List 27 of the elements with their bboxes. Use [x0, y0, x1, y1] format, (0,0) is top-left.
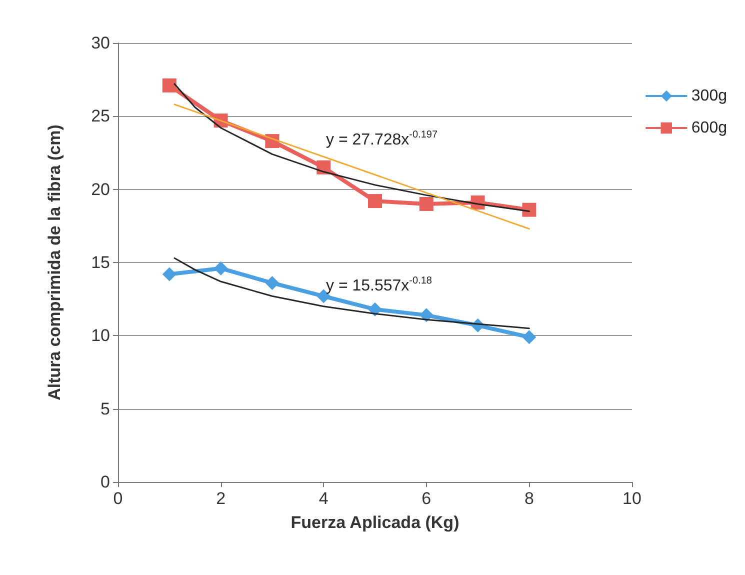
x-tick-label: 10 [622, 489, 642, 508]
point [162, 267, 176, 282]
point [162, 78, 176, 92]
y-tick-label: 20 [91, 180, 110, 199]
x-tick-label: 6 [422, 489, 432, 508]
x-tick-label: 2 [216, 489, 226, 508]
point [419, 308, 434, 322]
y-tick-label: 25 [91, 106, 110, 126]
point [368, 194, 382, 208]
x-tick-label: 4 [318, 489, 328, 508]
point [522, 330, 536, 344]
legend-label: 300g [691, 88, 727, 104]
y-tick-label: 5 [100, 399, 110, 418]
point [265, 276, 280, 290]
point [214, 261, 228, 276]
y-tick-label: 10 [91, 326, 110, 346]
x-tick-label: 8 [524, 489, 534, 508]
x-axis-title: Fuerza Aplicada (Kg) [290, 513, 460, 532]
y-tick-label: 30 [91, 34, 110, 52]
x-tick-label: 0 [113, 489, 123, 508]
point [522, 202, 536, 217]
point [368, 302, 382, 316]
y-tick-label: 0 [100, 472, 110, 492]
y-tick-label: 15 [91, 253, 110, 272]
legend-label: 600g [691, 120, 727, 136]
point [419, 196, 434, 211]
y-axis-title: Altura comprimida de la fibra (cm) [45, 124, 64, 400]
